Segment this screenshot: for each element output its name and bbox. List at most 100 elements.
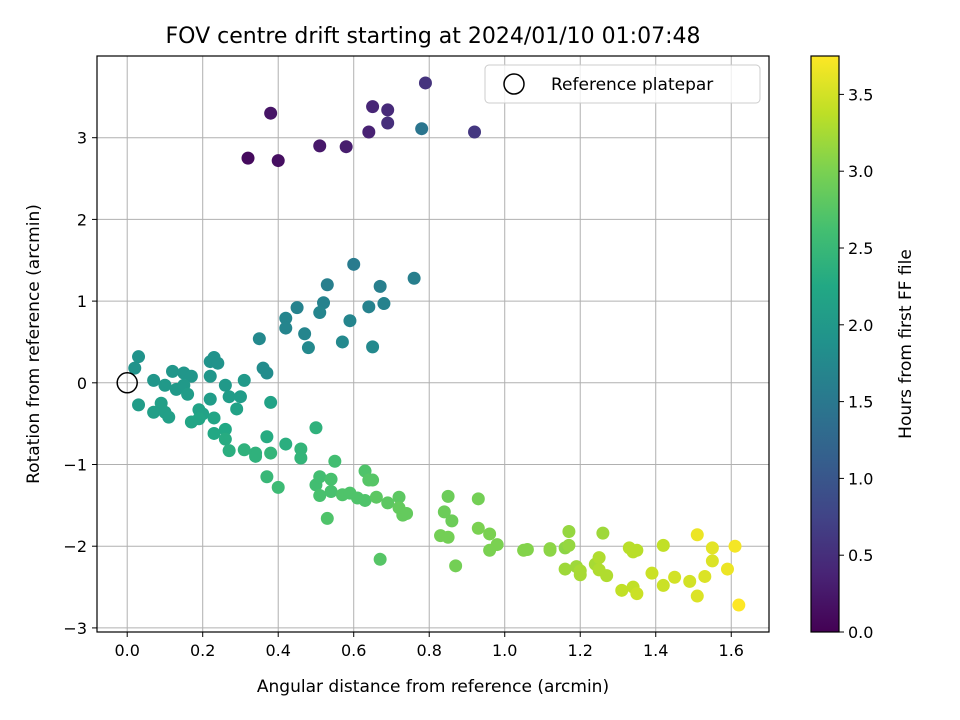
data-point [271, 480, 285, 494]
data-point [132, 398, 146, 412]
data-point [294, 451, 308, 465]
data-point [377, 297, 391, 311]
data-point [241, 151, 255, 165]
data-point [728, 539, 742, 553]
data-point [184, 369, 198, 383]
data-point [630, 543, 644, 557]
data-point [543, 543, 557, 557]
data-point [203, 369, 217, 383]
data-point [313, 139, 327, 153]
data-point [562, 525, 576, 539]
data-point [343, 314, 357, 328]
data-point [320, 511, 334, 525]
y-tick-label: −3 [63, 619, 87, 638]
data-point [222, 444, 236, 458]
x-tick-label: 1.0 [492, 641, 517, 660]
data-point [445, 514, 459, 528]
data-point [373, 552, 387, 566]
colorbar-gradient [810, 55, 840, 633]
data-point [449, 559, 463, 573]
data-point [732, 598, 746, 612]
colorbar-tick-label: 3.0 [848, 162, 873, 181]
data-point [656, 538, 670, 552]
data-point [249, 449, 263, 463]
legend-marker-icon [503, 73, 525, 95]
data-point [271, 154, 285, 168]
data-point [558, 562, 572, 576]
y-tick-label: −2 [63, 537, 87, 556]
data-point [324, 484, 338, 498]
data-point [381, 116, 395, 130]
data-point [324, 472, 338, 486]
colorbar-tick-label: 2.0 [848, 316, 873, 335]
data-point [301, 341, 315, 355]
data-point [381, 496, 395, 510]
data-point [230, 402, 244, 416]
data-point [483, 543, 497, 557]
data-point [471, 492, 485, 506]
y-axis-ticks: 3 2 1 0 −1 −2 −3 [63, 129, 97, 638]
data-point [279, 321, 293, 335]
data-point [615, 583, 629, 597]
data-point [264, 446, 278, 460]
data-point [441, 530, 455, 544]
data-point [313, 489, 327, 503]
data-point [441, 489, 455, 503]
data-point [279, 437, 293, 451]
colorbar-tick-label: 1.0 [848, 469, 873, 488]
data-point [264, 395, 278, 409]
data-point [400, 507, 414, 521]
data-point [260, 430, 274, 444]
x-tick-label: 0.2 [190, 641, 215, 660]
data-point [192, 412, 206, 426]
colorbar-tick-label: 0.5 [848, 546, 873, 565]
data-point [347, 257, 361, 271]
data-point [339, 140, 353, 154]
x-tick-label: 0.0 [114, 641, 139, 660]
data-point [313, 470, 327, 484]
data-point [317, 296, 331, 310]
data-point [237, 443, 251, 457]
data-point [320, 278, 334, 292]
data-point [471, 521, 485, 535]
chart-title: FOV centre drift starting at 2024/01/10 … [166, 24, 701, 49]
y-tick-label: 1 [77, 292, 87, 311]
data-point [683, 574, 697, 588]
data-point [207, 426, 221, 440]
data-point [222, 390, 236, 404]
x-tick-label: 1.2 [568, 641, 593, 660]
colorbar: 0.0 0.5 1.0 1.5 2.0 2.5 3.0 3.5 Hours from firs… [810, 55, 916, 642]
data-point [309, 421, 323, 435]
data-point [181, 387, 195, 401]
data-point [705, 554, 719, 568]
data-point [252, 332, 266, 346]
data-point [203, 392, 217, 406]
data-point [128, 361, 142, 375]
data-point [690, 589, 704, 603]
data-point [260, 366, 274, 380]
data-point [294, 442, 308, 456]
data-point [630, 587, 644, 601]
legend: Reference platepar [484, 64, 761, 104]
x-tick-label: 0.6 [341, 641, 366, 660]
data-point [132, 350, 146, 364]
data-points [128, 76, 746, 612]
x-axis-label: Angular distance from reference (arcmin) [257, 677, 609, 697]
data-point [233, 390, 247, 404]
y-tick-label: 0 [77, 374, 87, 393]
y-axis-label: Rotation from reference (arcmin) [24, 204, 44, 484]
data-point [366, 100, 380, 114]
colorbar-tick-label: 1.5 [848, 393, 873, 412]
x-tick-label: 1.6 [719, 641, 744, 660]
data-point [562, 538, 576, 552]
data-point [366, 340, 380, 354]
data-point [207, 411, 221, 425]
data-point [147, 405, 161, 419]
data-point [698, 569, 712, 583]
data-point [358, 493, 372, 507]
data-point [162, 410, 176, 424]
plot-frame [96, 55, 770, 633]
data-point [596, 526, 610, 540]
x-tick-label: 0.8 [416, 641, 441, 660]
